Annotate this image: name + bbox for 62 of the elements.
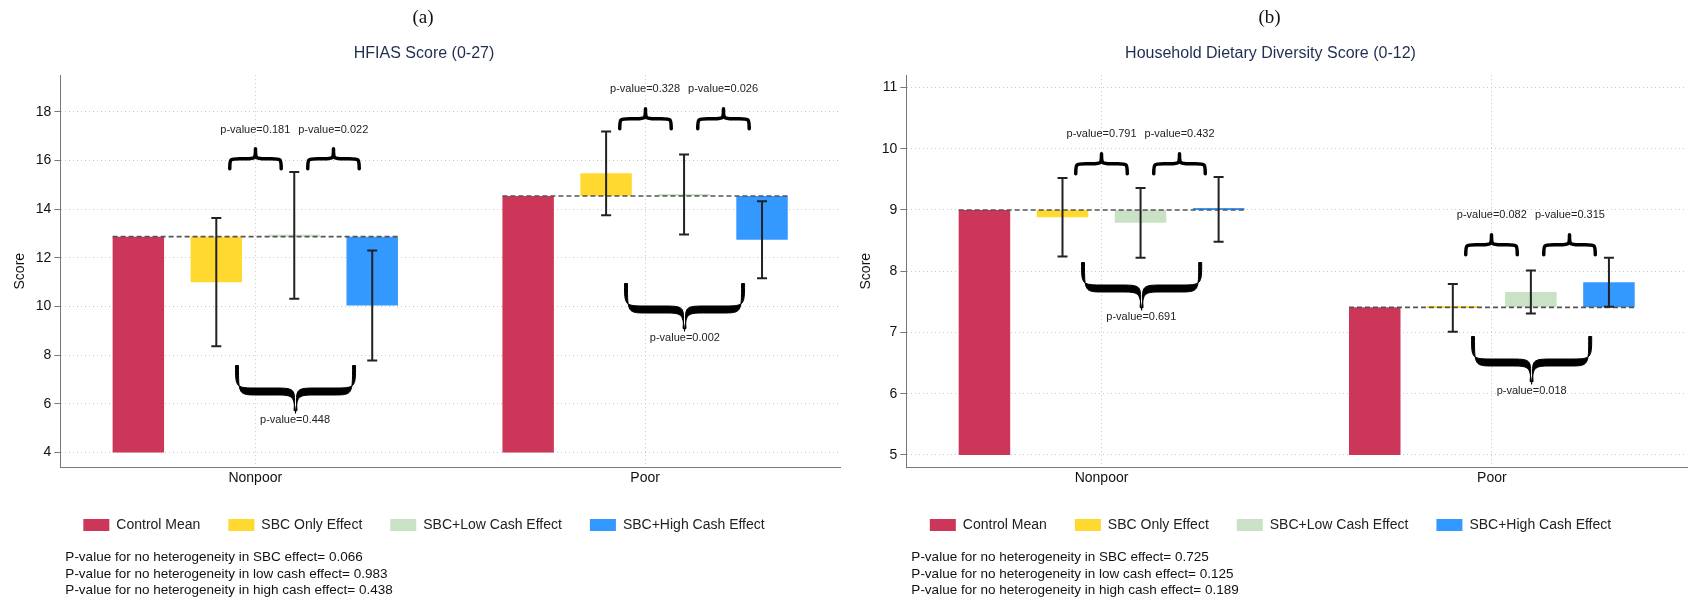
y-tick-label: 11 bbox=[882, 78, 898, 95]
bar bbox=[736, 195, 788, 240]
bar bbox=[1505, 292, 1557, 308]
annotation: p-value=0.018 bbox=[1496, 384, 1567, 397]
chart-title: HFIAS Score (0-27) bbox=[353, 44, 495, 62]
bar bbox=[958, 209, 1011, 455]
bar bbox=[580, 173, 632, 196]
text: P-value for no heterogeneity in low cash effect= 0.983 bbox=[65, 565, 388, 581]
legend-label: SBC+High Cash Effect bbox=[1469, 515, 1612, 532]
chart-title: Household Dietary Diversity Score (0-12) bbox=[1125, 44, 1416, 62]
y-tick-label: 9 bbox=[889, 200, 898, 217]
y-tick-label: 10 bbox=[35, 297, 52, 314]
y-tick-label: 7 bbox=[889, 323, 898, 340]
annotation: p-value=0.181 bbox=[220, 122, 291, 135]
annotation: p-value=0.448 bbox=[260, 413, 331, 426]
y-axis-title: Score bbox=[857, 252, 874, 290]
text: P-value for no heterogeneity in SBC effect= 0.725 bbox=[911, 549, 1209, 564]
y-tick-label: 8 bbox=[889, 262, 898, 279]
annotation: p-value=0.791 bbox=[1066, 127, 1137, 140]
x-tick-label: Poor bbox=[1477, 469, 1507, 486]
x-tick-label: Nonpoor bbox=[228, 469, 283, 486]
text: P-value for no heterogeneity in high cash effect= 0.438 bbox=[65, 582, 393, 597]
annotation: p-value=0.432 bbox=[1144, 127, 1215, 140]
y-tick-label: 4 bbox=[43, 443, 52, 460]
x-tick-label: Poor bbox=[630, 469, 661, 486]
legend-label: SBC Only Effect bbox=[1107, 515, 1209, 532]
annotation: p-value=0.026 bbox=[688, 81, 759, 94]
annotation: p-value=0.082 bbox=[1456, 208, 1527, 221]
text: P-value for no heterogeneity in high cash effect= 0.189 bbox=[911, 582, 1239, 597]
x-tick-label: Nonpoor bbox=[1074, 469, 1129, 486]
y-tick-label: 14 bbox=[35, 199, 52, 216]
y-tick-label: 5 bbox=[889, 445, 898, 462]
bar bbox=[1583, 282, 1635, 308]
bar bbox=[346, 236, 398, 306]
text: P-value for no heterogeneity in SBC effect= 0.066 bbox=[65, 549, 363, 564]
bar bbox=[1348, 307, 1401, 455]
annotation: p-value=0.691 bbox=[1106, 310, 1177, 323]
legend-label: SBC+Low Cash Effect bbox=[423, 515, 563, 532]
y-tick-label: 10 bbox=[881, 139, 898, 156]
annotation: p-value=0.328 bbox=[610, 81, 681, 94]
legend-label: SBC Only Effect bbox=[261, 515, 363, 532]
y-tick-label: 12 bbox=[35, 248, 52, 265]
y-tick-label: 18 bbox=[35, 102, 52, 119]
annotation: p-value=0.002 bbox=[649, 330, 720, 343]
text: P-value for no heterogeneity in low cash effect= 0.125 bbox=[911, 565, 1234, 581]
bar bbox=[190, 236, 243, 283]
legend-label: Control Mean bbox=[962, 515, 1047, 532]
y-tick-label: 16 bbox=[35, 151, 52, 168]
y-tick-label: 6 bbox=[889, 384, 898, 401]
legend-label: Control Mean bbox=[116, 515, 201, 532]
annotation: p-value=0.022 bbox=[298, 122, 369, 135]
text: (b) bbox=[1258, 5, 1281, 28]
y-tick-label: 6 bbox=[43, 394, 52, 411]
text: (a) bbox=[412, 5, 434, 28]
legend-label: SBC+High Cash Effect bbox=[622, 515, 765, 532]
bar bbox=[502, 195, 554, 453]
legend-label: SBC+Low Cash Effect bbox=[1269, 515, 1409, 532]
annotation: p-value=0.315 bbox=[1534, 208, 1605, 221]
y-axis-title: Score bbox=[11, 252, 28, 290]
bar bbox=[1114, 209, 1167, 223]
bar bbox=[112, 236, 165, 453]
y-tick-label: 8 bbox=[43, 346, 52, 363]
